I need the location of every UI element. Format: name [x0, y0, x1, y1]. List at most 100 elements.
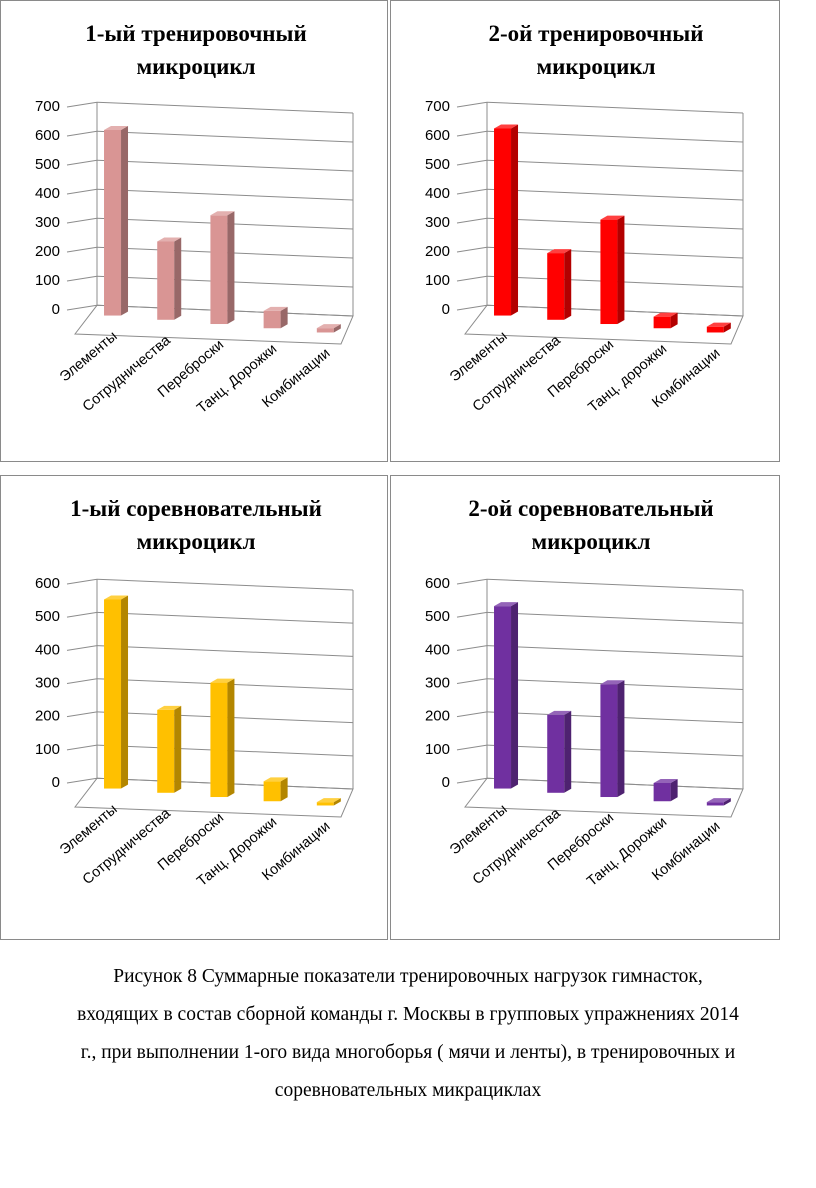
- bar: [547, 710, 572, 793]
- gridline: [486, 645, 744, 657]
- gridline: [96, 159, 354, 172]
- chart-panel-4: 2-ой соревновательный микроцикл 0 100 200 300…: [390, 475, 780, 940]
- gridline-side: [66, 188, 98, 195]
- chart-panel-2: 2-ой тренировочный микроцикл 0 100 200 300 400…: [390, 0, 780, 462]
- gridline: [96, 101, 354, 114]
- y-tick-label: 100: [425, 272, 450, 289]
- gridline: [486, 611, 744, 624]
- gridline: [486, 578, 744, 591]
- gridline-side: [66, 304, 98, 311]
- gridline: [96, 611, 354, 624]
- gridline-side: [456, 101, 488, 108]
- gridline-side: [456, 130, 488, 137]
- y-tick-label: 300: [35, 675, 60, 692]
- y-tick-label: 700: [425, 98, 450, 115]
- gridline-side: [66, 711, 98, 718]
- bar: [600, 680, 625, 798]
- y-tick-label: 400: [425, 641, 450, 658]
- gridline: [96, 578, 354, 591]
- bar: [104, 595, 129, 789]
- bar: [263, 777, 288, 802]
- gridline-side: [66, 611, 98, 618]
- gridline-side: [456, 275, 488, 282]
- gridline-side: [66, 130, 98, 137]
- y-tick-label: 100: [35, 272, 60, 289]
- gridline: [486, 159, 744, 172]
- bar: [706, 322, 731, 333]
- y-tick-label: 200: [425, 243, 450, 260]
- y-tick-label: 500: [425, 608, 450, 625]
- gridline-side: [66, 578, 98, 585]
- y-tick-label: 500: [35, 156, 60, 173]
- bar: [263, 306, 288, 329]
- y-tick-label: 200: [425, 708, 450, 725]
- gridline-side: [66, 246, 98, 253]
- chart-title-line-2: микроцикл: [531, 529, 650, 554]
- bar: [316, 324, 341, 333]
- y-tick-label: 100: [35, 741, 60, 758]
- bar: [316, 798, 341, 806]
- chart-title-line-2: микроцикл: [136, 54, 255, 79]
- gridline-side: [66, 777, 98, 784]
- y-tick-label: 200: [35, 708, 60, 725]
- gridline-side: [456, 304, 488, 311]
- y-tick-label: 600: [35, 575, 60, 592]
- gridline: [96, 130, 354, 143]
- y-tick-label: 0: [52, 774, 60, 791]
- bar: [104, 125, 129, 316]
- gridline: [486, 101, 744, 114]
- bar: [706, 798, 731, 806]
- gridline-side: [456, 678, 488, 684]
- gridline-side: [456, 578, 488, 585]
- gridline-side: [456, 159, 488, 166]
- gridline-side: [456, 217, 488, 224]
- y-tick-label: 0: [442, 774, 450, 791]
- caption-line-4: соревновательных микрациклах: [274, 1080, 542, 1101]
- caption-line-3: г., при выполнении 1-ого вида многоборья…: [80, 1042, 736, 1063]
- gridline-side: [66, 645, 98, 651]
- y-tick-label: 500: [425, 156, 450, 173]
- y-tick-label: 200: [35, 243, 60, 260]
- caption-line-1: Рисунок 8 Суммарные показатели тренирово…: [113, 966, 703, 987]
- y-tick-label: 600: [425, 575, 450, 592]
- bar: [157, 705, 182, 793]
- bar: [157, 237, 182, 320]
- bar: [653, 779, 678, 802]
- bar-chart-3: 1-ый соревновательный микроцикл 0 100 200 300…: [35, 496, 354, 890]
- gridline-side: [66, 217, 98, 224]
- gridline-side: [66, 159, 98, 166]
- gridline: [96, 188, 354, 201]
- gridline-side: [66, 744, 98, 751]
- gridline-side: [456, 188, 488, 195]
- y-tick-label: 600: [35, 127, 60, 144]
- chart-title-line-1: 2-ой тренировочный: [488, 21, 703, 46]
- bar-chart-1: 1-ый тренировочный микроцикл 0 100 200 300 400…: [35, 21, 354, 417]
- chart-title-line-1: 1-ый соревновательный: [70, 496, 322, 521]
- caption-line-2: входящих в состав сборной команды г. Мос…: [77, 1004, 739, 1025]
- gridline-side: [456, 246, 488, 253]
- y-tick-label: 300: [425, 214, 450, 231]
- chart-title-line-1: 2-ой соревновательный: [468, 496, 713, 521]
- y-tick-label: 700: [35, 98, 60, 115]
- gridline: [486, 130, 744, 143]
- y-tick-label: 0: [442, 301, 450, 318]
- gridline-side: [66, 678, 98, 684]
- y-tick-label: 300: [35, 214, 60, 231]
- y-tick-label: 400: [425, 185, 450, 202]
- y-tick-label: 300: [425, 675, 450, 692]
- gridline-side: [456, 711, 488, 718]
- gridline-side: [456, 645, 488, 651]
- bar: [494, 124, 519, 316]
- y-tick-label: 600: [425, 127, 450, 144]
- y-tick-label: 0: [52, 301, 60, 318]
- gridline-side: [66, 101, 98, 108]
- bar: [547, 249, 572, 320]
- figure-caption: Рисунок 8 Суммарные показатели тренирово…: [0, 958, 816, 1110]
- gridline-side: [456, 777, 488, 784]
- chart-title-line-2: микроцикл: [536, 54, 655, 79]
- chart-panel-1: 1-ый тренировочный микроцикл 0 100 200 300 400…: [0, 0, 388, 462]
- chart-title-line-2: микроцикл: [136, 529, 255, 554]
- bar: [210, 678, 235, 798]
- bar: [210, 211, 235, 325]
- gridline-side: [66, 275, 98, 282]
